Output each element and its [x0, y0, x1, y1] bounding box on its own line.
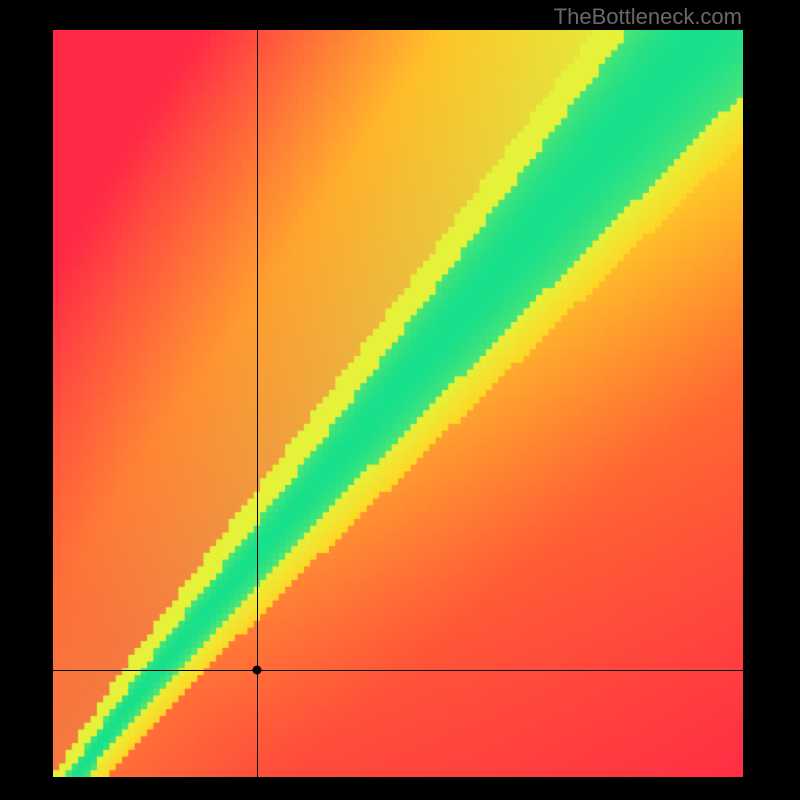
crosshair-horizontal — [53, 670, 743, 671]
chart-container: { "watermark": { "text": "TheBottleneck.… — [0, 0, 800, 800]
crosshair-dot — [252, 666, 261, 675]
watermark-text: TheBottleneck.com — [554, 4, 742, 30]
heatmap-canvas — [53, 30, 743, 777]
